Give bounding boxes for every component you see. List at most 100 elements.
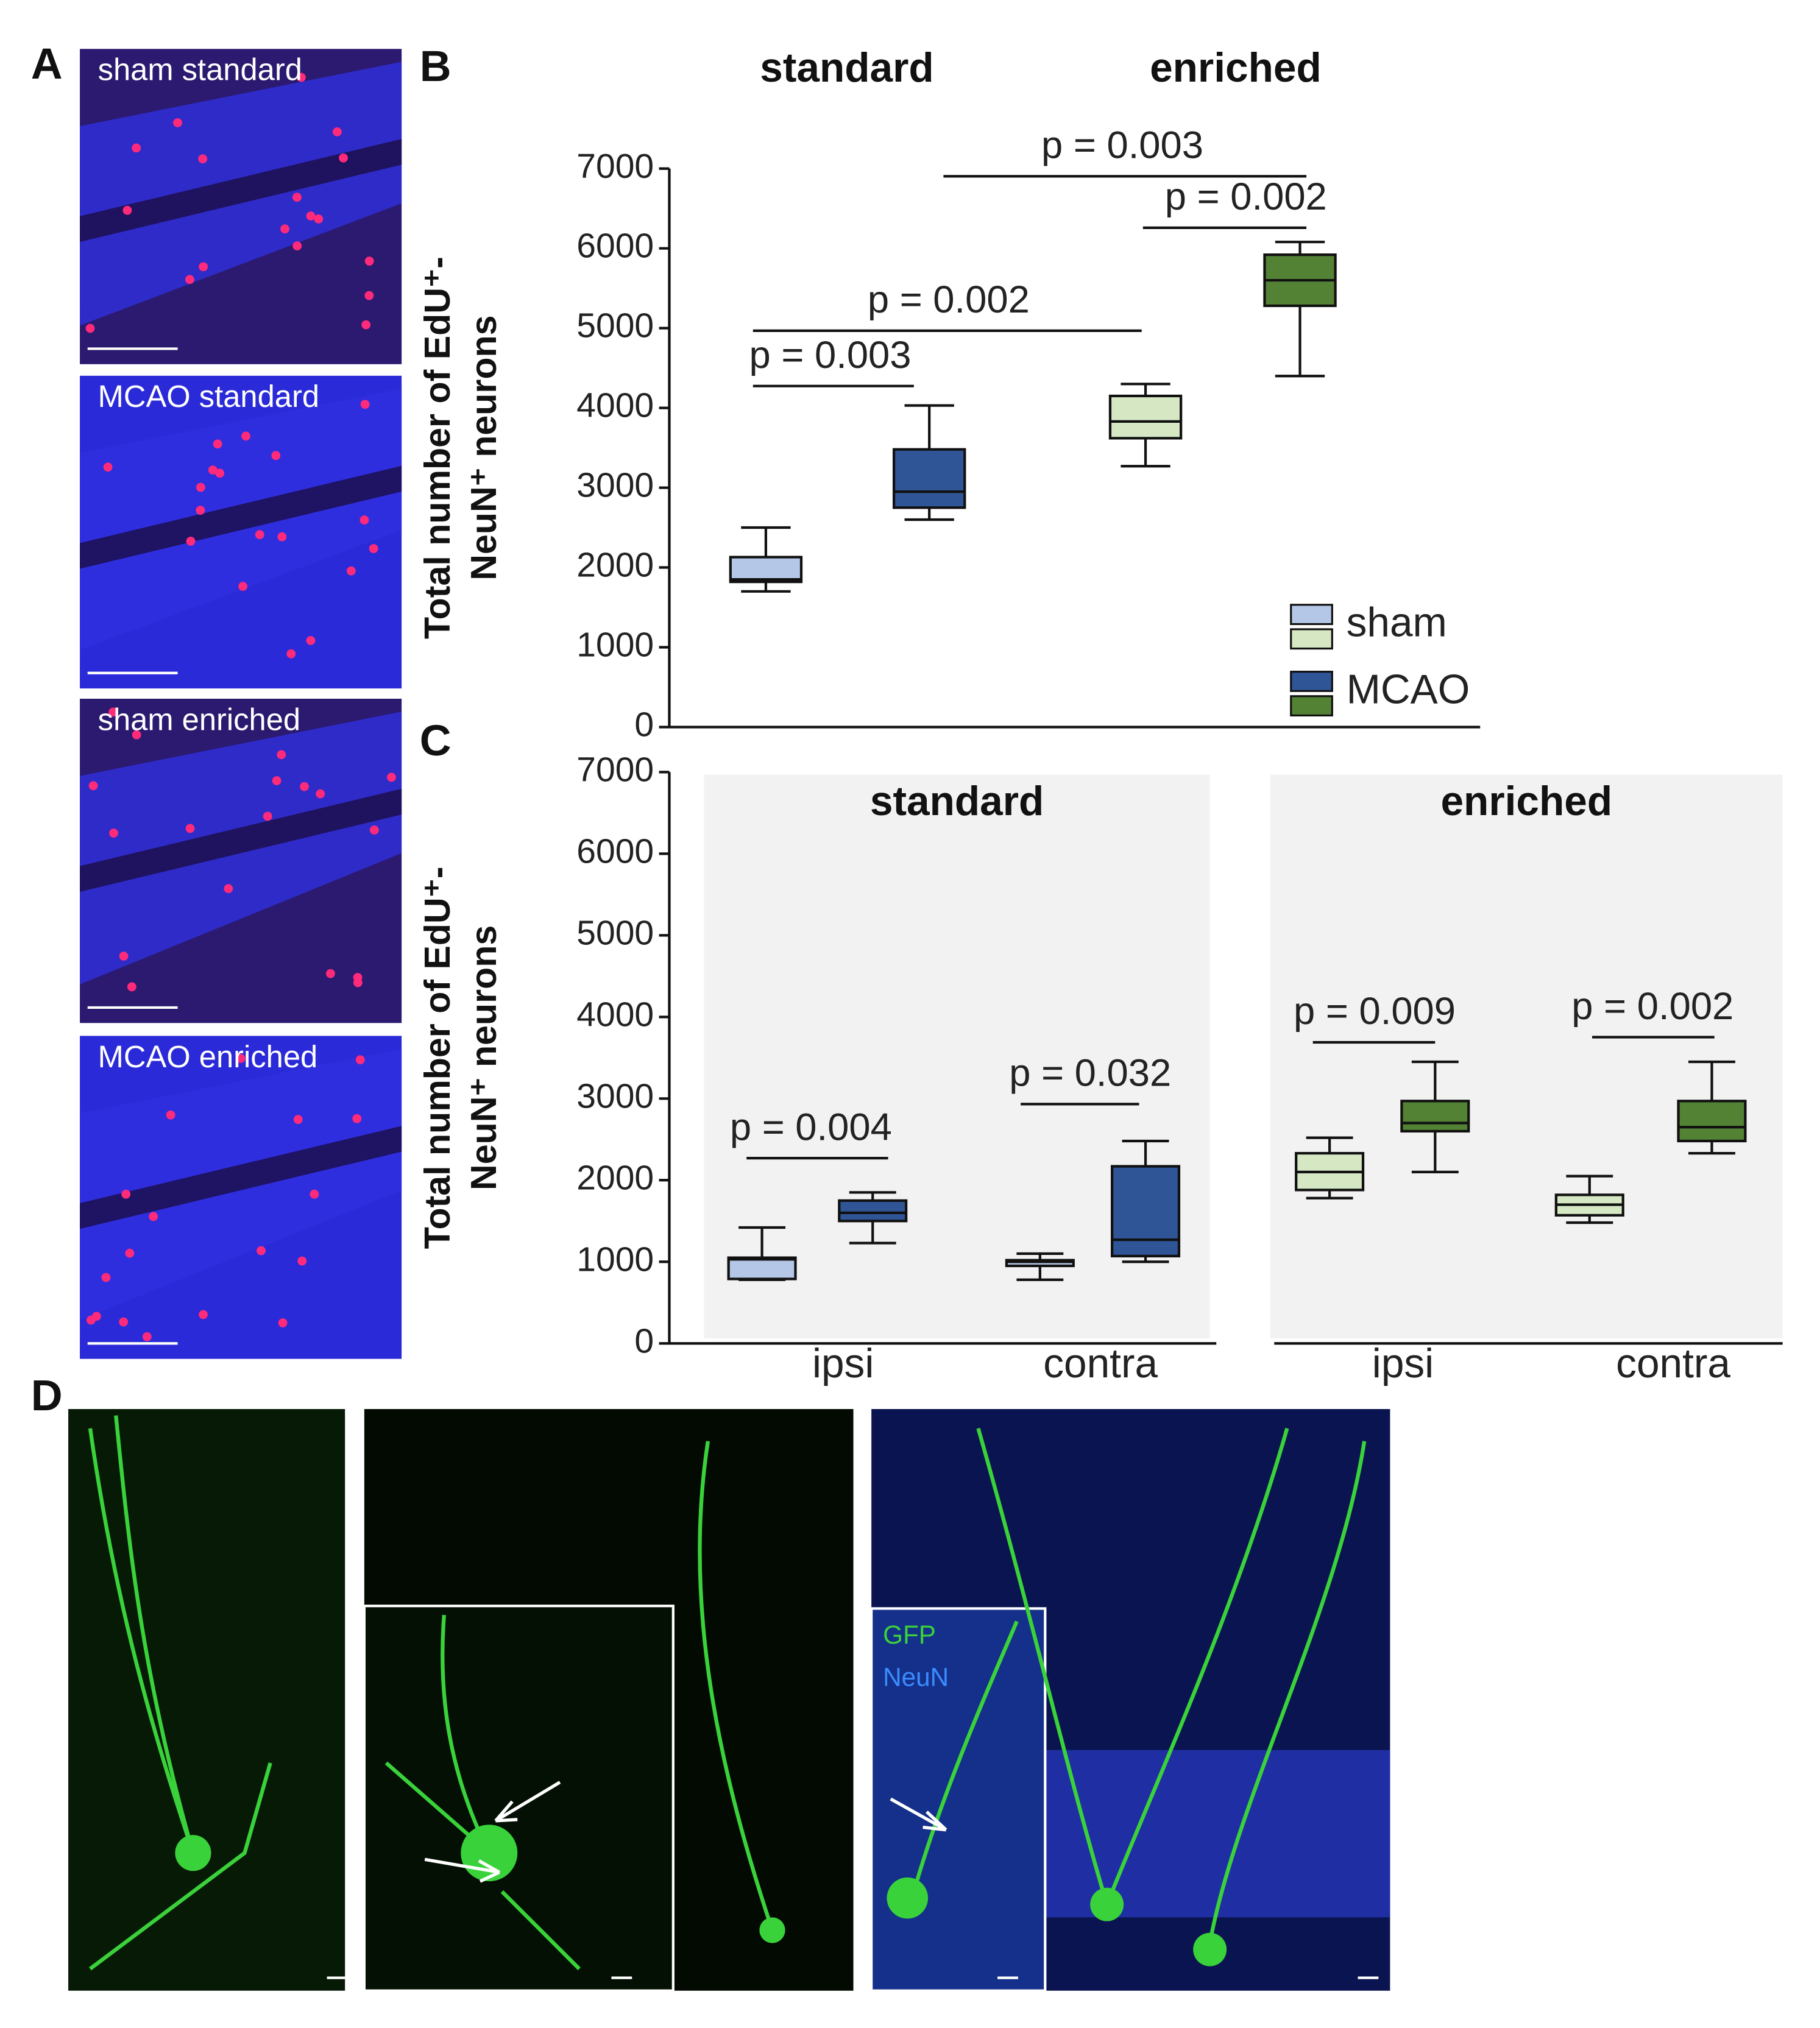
p-value: p = 0.004 — [730, 1106, 892, 1148]
nucleus-dot — [101, 1273, 111, 1282]
box — [1400, 1100, 1470, 1133]
y-tick-label: 5000 — [576, 913, 654, 952]
image-caption: MCAO standard — [98, 379, 319, 414]
nucleus-dot — [316, 789, 325, 799]
nucleus-dot — [297, 1256, 307, 1266]
nucleus-dot — [241, 431, 250, 441]
dark-band — [80, 788, 402, 892]
neuron-dendrite — [976, 1427, 1109, 1906]
group-title: standard — [760, 45, 933, 91]
dark-band — [80, 1126, 402, 1229]
nucleus-dot — [91, 1312, 101, 1321]
panel-label: A — [31, 40, 63, 88]
panel-label: D — [31, 1371, 63, 1420]
neuron-dendrite — [89, 1762, 272, 1971]
panel-label: C — [420, 716, 451, 765]
p-value: p = 0.003 — [749, 334, 912, 376]
y-tick-label: 6000 — [576, 227, 654, 266]
micrograph — [68, 1408, 345, 1991]
nucleus-dot — [103, 462, 113, 472]
arrow — [494, 1781, 561, 1823]
p-value: p = 0.002 — [1571, 985, 1733, 1028]
nucleus-dot — [360, 400, 370, 409]
nucleus-dot — [196, 482, 205, 492]
panel-label: B — [420, 42, 451, 91]
box — [1677, 1100, 1747, 1143]
x-tick-label: contra — [1043, 1341, 1158, 1387]
nucleus-dot — [369, 825, 379, 835]
nucleus-dot — [132, 143, 141, 153]
nucleus-dot — [271, 451, 281, 461]
neuron-soma — [461, 1825, 518, 1882]
nucleus-dot — [355, 1055, 365, 1065]
nucleus-dot — [142, 1332, 152, 1341]
y-tick-label: 2000 — [576, 546, 654, 585]
neuron-dendrite — [698, 1441, 774, 1931]
y-tick-label: 4000 — [576, 995, 654, 1034]
y-tick-label: 3000 — [576, 466, 654, 505]
nucleus-dot — [238, 582, 248, 591]
dark-band — [80, 465, 402, 569]
inset-label: NeuN — [883, 1663, 949, 1692]
facet-title: standard — [870, 779, 1044, 824]
y-tick-label: 7000 — [576, 750, 654, 789]
neuron-dendrite — [88, 1428, 195, 1854]
nucleus-dot — [277, 532, 287, 542]
nucleus-dot — [119, 952, 129, 961]
inset-label: GFP — [883, 1620, 936, 1649]
nucleus-dot — [280, 224, 289, 234]
nucleus-dot — [297, 72, 306, 82]
y-axis-label: NeuN⁺ neurons — [463, 925, 504, 1190]
legend-swatch — [1290, 604, 1333, 626]
y-tick-label: 5000 — [576, 306, 654, 345]
neuron-soma — [1090, 1887, 1124, 1921]
neuron-dendrite — [912, 1620, 1019, 1892]
nucleus-dot — [109, 829, 118, 838]
nucleus-dot — [346, 566, 356, 576]
nucleus-dot — [215, 468, 225, 478]
arrow — [890, 1797, 947, 1832]
y-tick-label: 0 — [634, 1321, 654, 1360]
y-tick-label: 4000 — [576, 386, 654, 425]
y-axis-label: Total number of EdU⁺- — [417, 866, 458, 1249]
nucleus-dot — [257, 1246, 266, 1256]
nucleus-dot — [364, 256, 374, 266]
nucleus-dot — [119, 1317, 129, 1327]
image-caption: sham standard — [98, 52, 302, 87]
nucleus-dot — [186, 536, 196, 546]
nucleus-dot — [149, 1212, 158, 1221]
nucleus-dot — [173, 118, 182, 127]
nucleus-dot — [387, 772, 396, 782]
legend-swatch — [1290, 628, 1333, 650]
nucleus-dot — [369, 544, 378, 553]
x-tick-label: contra — [1616, 1341, 1730, 1387]
x-tick-label: ipsi — [1372, 1341, 1434, 1387]
nucleus-dot — [306, 636, 316, 645]
arrow — [424, 1857, 500, 1883]
nucleus-dot — [310, 1189, 319, 1199]
image-caption: sham enriched — [98, 702, 300, 737]
box — [892, 448, 966, 509]
dark-band — [80, 139, 402, 242]
y-tick-label: 0 — [634, 705, 654, 744]
nucleus-dot — [326, 969, 335, 978]
box — [838, 1199, 908, 1223]
nucleus-dot — [122, 205, 132, 215]
neuron-dendrite — [500, 1890, 581, 1971]
y-tick-label: 1000 — [576, 1240, 654, 1279]
y-axis-label: NeuN⁺ neurons — [463, 315, 504, 580]
nucleus-dot — [306, 211, 316, 221]
nucleus-dot — [185, 275, 194, 284]
neuron-soma — [759, 1917, 785, 1943]
inset — [870, 1607, 1047, 1992]
legend-swatch — [1290, 695, 1333, 717]
nucleus-dot — [292, 241, 302, 251]
facet-background — [1270, 774, 1783, 1338]
legend-label: sham — [1347, 599, 1447, 645]
nucleus-dot — [361, 320, 371, 330]
nucleus-dot — [185, 824, 195, 833]
nucleus-dot — [125, 1248, 135, 1258]
group-title: enriched — [1150, 45, 1322, 91]
nucleus-dot — [364, 291, 374, 300]
